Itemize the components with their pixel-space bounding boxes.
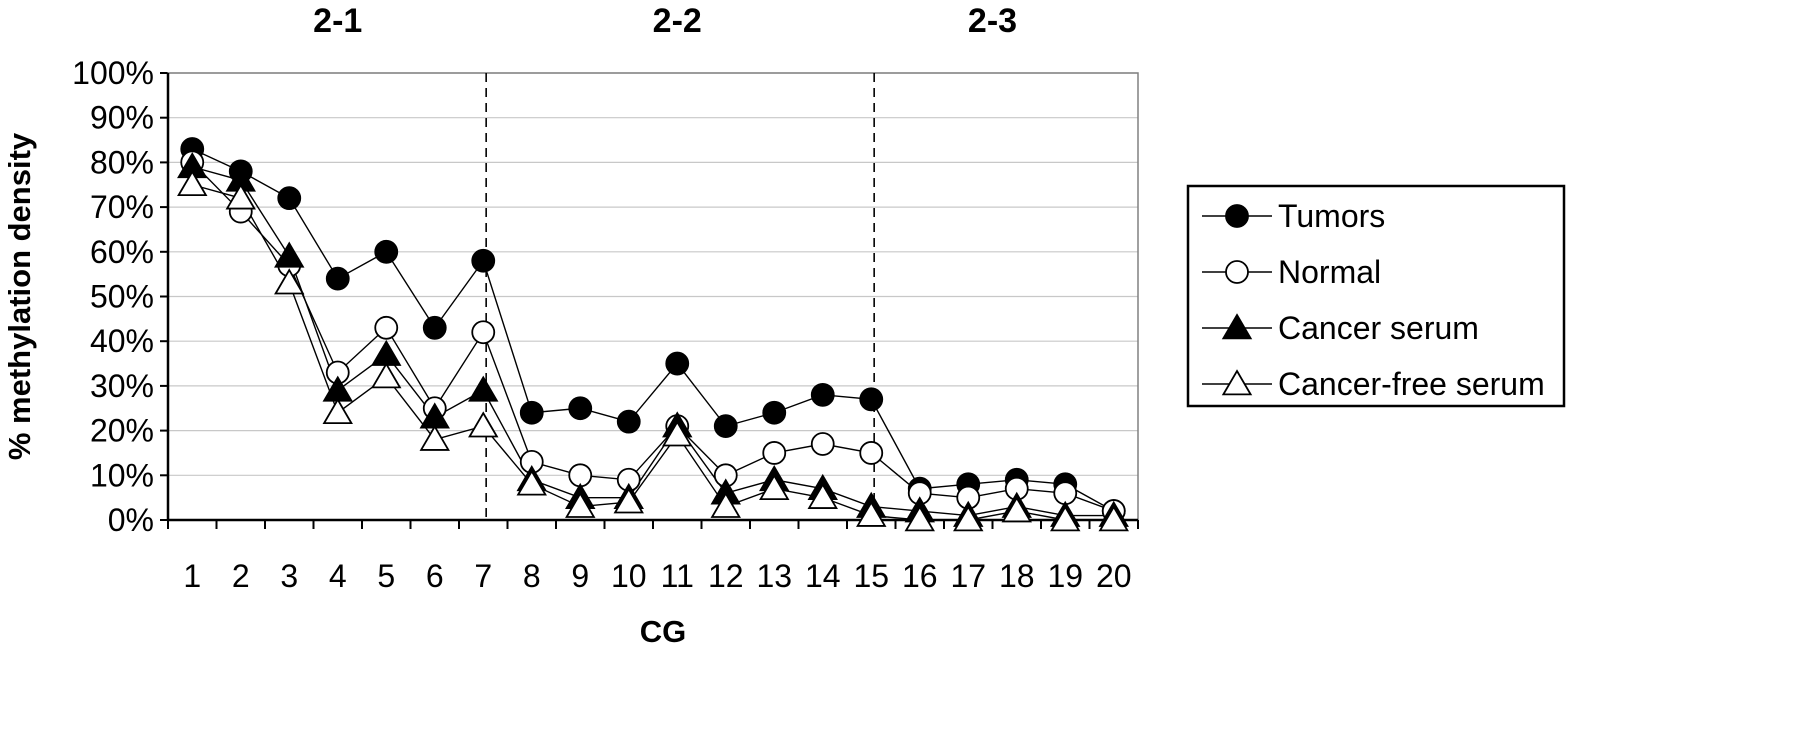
x-tick-label: 3 <box>280 558 298 594</box>
point-normal <box>762 441 787 465</box>
legend-label-normal: Normal <box>1278 254 1381 290</box>
point-cancer-free-serum <box>807 482 838 509</box>
y-tick-label: 90% <box>90 100 154 136</box>
x-tick-label: 13 <box>756 558 792 594</box>
x-tick-label: 18 <box>999 558 1035 594</box>
point-normal <box>859 441 884 465</box>
point-cancer-free-serum <box>953 505 984 532</box>
point-cancer-serum <box>468 375 499 402</box>
point-cancer-free-serum <box>856 500 887 527</box>
point-cancer-free-serum <box>710 491 741 518</box>
point-tumors <box>665 351 690 376</box>
y-tick-label: 10% <box>90 457 154 493</box>
point-cancer-serum <box>371 339 402 366</box>
point-tumors <box>810 382 835 407</box>
point-cancer-free-serum <box>1050 505 1081 532</box>
y-tick-label: 50% <box>90 279 154 315</box>
point-tumors <box>325 266 350 291</box>
point-cancer-free-serum <box>419 424 450 451</box>
legend-label-cancer-free-serum: Cancer-free serum <box>1278 366 1545 402</box>
point-cancer-free-serum <box>1001 496 1032 523</box>
y-tick-label: 100% <box>72 55 154 91</box>
point-cancer-free-serum <box>565 491 596 518</box>
y-axis-title: % methylation density <box>2 132 37 460</box>
point-normal <box>810 432 835 456</box>
point-cancer-free-serum <box>468 411 499 438</box>
point-cancer-free-serum <box>904 505 935 532</box>
legend-marker-cancer-serum <box>1221 313 1253 340</box>
x-tick-label: 4 <box>329 558 347 594</box>
x-tick-label: 14 <box>805 558 841 594</box>
point-tumors <box>568 396 593 421</box>
point-tumors <box>422 315 447 340</box>
y-tick-label: 80% <box>90 144 154 180</box>
legend-label-tumors: Tumors <box>1278 198 1385 234</box>
x-tick-label: 15 <box>853 558 889 594</box>
region-label: 2-1 <box>313 2 362 40</box>
x-tick-label: 1 <box>183 558 201 594</box>
x-axis-title: CG <box>640 614 687 649</box>
region-label: 2-3 <box>968 2 1017 40</box>
x-tick-label: 8 <box>523 558 541 594</box>
x-tick-label: 10 <box>611 558 647 594</box>
point-tumors <box>471 248 496 273</box>
point-cancer-free-serum <box>662 420 693 447</box>
series-line-tumors <box>191 148 1115 512</box>
x-tick-label: 6 <box>426 558 444 594</box>
x-tick-label: 19 <box>1047 558 1083 594</box>
legend-box <box>1186 184 1566 408</box>
x-tick-label: 20 <box>1096 558 1132 594</box>
x-tick-label: 5 <box>377 558 395 594</box>
legend-marker-tumors <box>1225 204 1249 228</box>
x-tick-label: 17 <box>950 558 986 594</box>
x-tick-label: 16 <box>902 558 938 594</box>
point-tumors <box>519 400 544 425</box>
y-tick-label: 60% <box>90 234 154 270</box>
series-line-normal <box>191 161 1114 512</box>
point-tumors <box>374 239 399 264</box>
point-cancer-free-serum <box>177 169 208 197</box>
series-line-cancer-free-serum <box>192 184 1114 521</box>
point-tumors <box>277 186 302 211</box>
point-tumors <box>713 414 738 439</box>
point-cancer-free-serum <box>371 362 402 389</box>
point-normal <box>374 315 399 340</box>
x-tick-label: 7 <box>474 558 492 594</box>
legend-marker-normal <box>1225 260 1249 284</box>
point-tumors <box>859 387 884 412</box>
point-cancer-free-serum <box>759 473 790 501</box>
legend-marker-cancer-free-serum <box>1221 369 1253 396</box>
point-cancer-serum <box>274 241 305 268</box>
point-cancer-free-serum <box>613 487 644 514</box>
point-cancer-free-serum <box>322 397 353 425</box>
x-tick-label: 2 <box>232 558 250 594</box>
point-cancer-free-serum <box>1098 505 1129 532</box>
x-tick-label: 12 <box>708 558 744 594</box>
point-cancer-free-serum <box>516 469 547 496</box>
x-tick-label: 11 <box>661 558 694 594</box>
y-tick-label: 20% <box>90 413 154 449</box>
y-tick-label: 30% <box>90 368 154 404</box>
point-cancer-free-serum <box>225 183 256 210</box>
x-tick-label: 9 <box>571 558 589 594</box>
y-tick-label: 70% <box>90 189 154 225</box>
region-label: 2-2 <box>653 2 702 40</box>
y-tick-label: 40% <box>90 323 154 359</box>
legend-label-cancer-serum: Cancer serum <box>1278 310 1479 346</box>
point-tumors <box>762 400 787 425</box>
point-normal <box>471 320 496 345</box>
y-tick-label: 0% <box>108 502 154 538</box>
point-tumors <box>616 409 641 434</box>
point-cancer-free-serum <box>274 268 305 295</box>
